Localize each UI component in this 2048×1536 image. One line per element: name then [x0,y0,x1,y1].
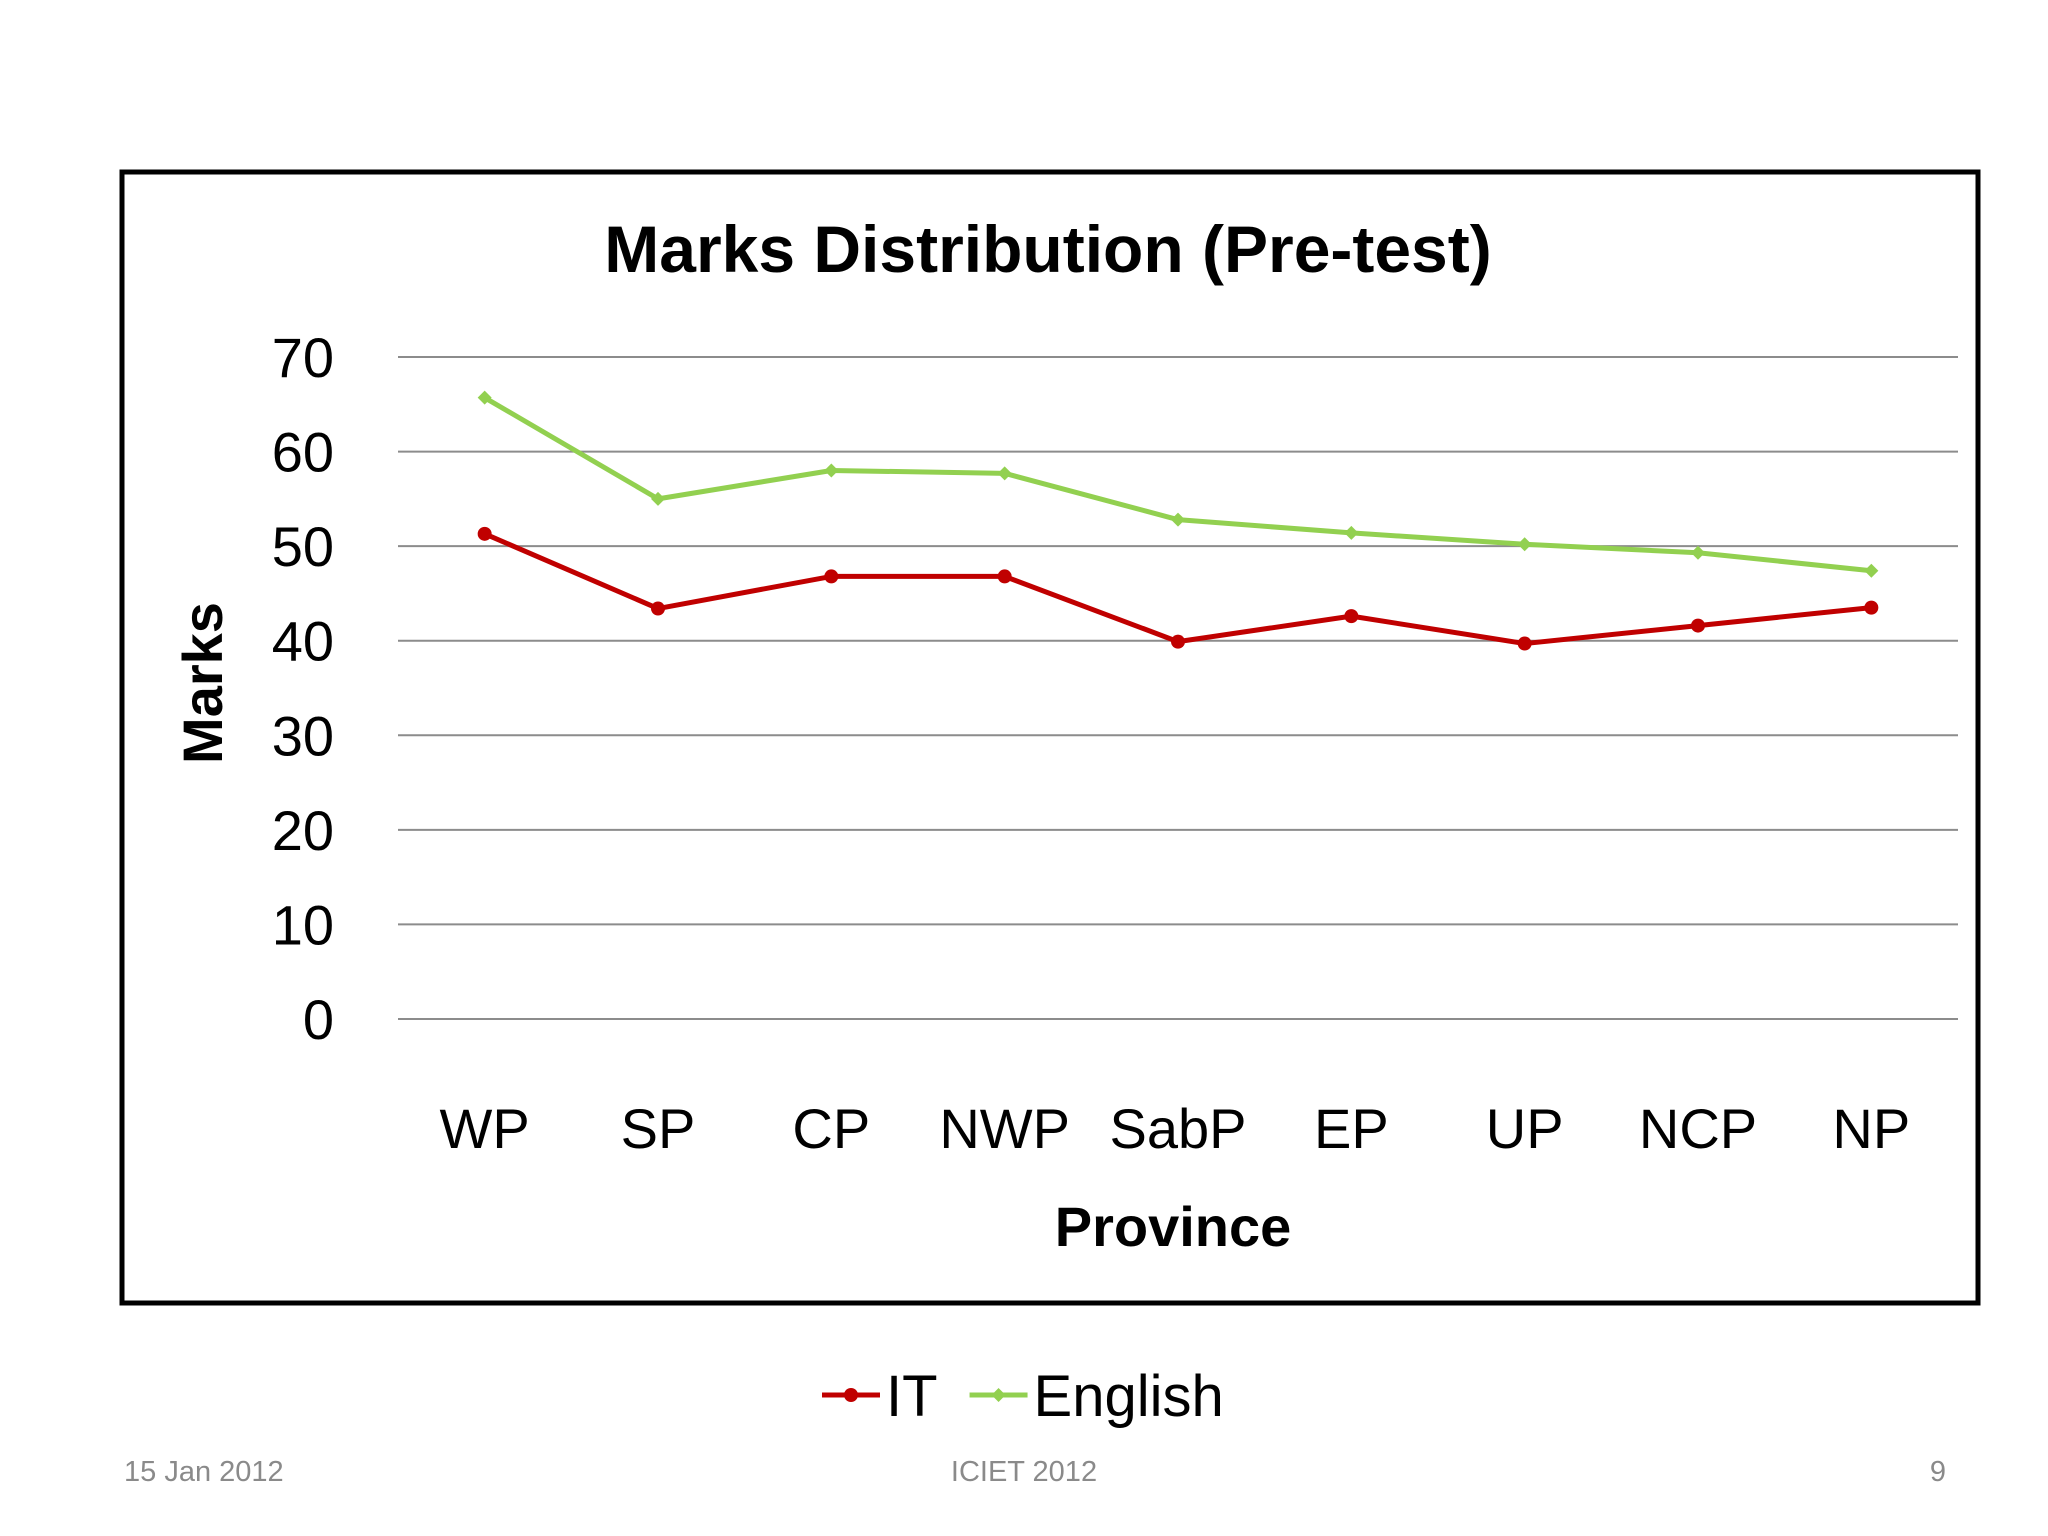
footer-date: 15 Jan 2012 [124,1456,284,1488]
legend: IT English [822,1364,1224,1429]
x-tick-label: EP [1314,1097,1389,1160]
y-tick-label: 30 [272,704,334,767]
chart-frame [119,169,1981,1306]
x-axis-label: Province [1055,1195,1292,1258]
legend-label: IT [886,1364,938,1429]
footer-event: ICIET 2012 [950,1456,1098,1488]
data-point [651,491,665,506]
x-axis-ticks: WP SP CP NWP SabP EP UP NCP NP [440,1097,1911,1160]
data-point [651,601,665,616]
y-axis-label: Marks [171,602,234,764]
legend-label: English [1034,1364,1224,1429]
data-point [997,466,1012,481]
y-tick-label: 70 [272,326,334,389]
x-tick-label: NP [1832,1097,1910,1160]
y-tick-label: 50 [272,515,334,578]
legend-item: IT [822,1364,938,1429]
y-tick-label: 10 [272,893,334,956]
x-tick-label: UP [1486,1097,1564,1160]
series-it [477,526,1879,651]
data-point [1864,563,1879,578]
legend-marker [991,1388,1006,1402]
chart-title: Marks Distribution (Pre-test) [604,212,1491,286]
x-tick-label: SP [621,1097,696,1160]
series-english [477,390,1879,578]
data-point [477,526,492,541]
series-layer [477,390,1879,651]
y-axis-ticks: 0 10 20 30 40 50 60 70 [272,326,334,1051]
y-tick-label: 60 [272,421,334,484]
data-point [1171,634,1185,649]
x-tick-label: NCP [1639,1097,1757,1160]
x-tick-label: NWP [939,1097,1070,1160]
y-tick-label: 40 [272,610,334,673]
data-point [997,569,1012,584]
legend-item: English [969,1364,1224,1429]
y-tick-label: 0 [303,988,334,1051]
legend-marker [844,1388,858,1402]
data-point [824,569,839,584]
data-point [1517,537,1532,552]
data-point [824,463,839,478]
data-point [1344,525,1359,540]
y-tick-label: 20 [272,799,334,862]
data-point [1691,618,1705,633]
page-number: 9 [1929,1456,1946,1488]
data-point [1171,512,1185,527]
data-point [1691,545,1705,560]
x-tick-label: SabP [1110,1097,1247,1160]
data-point [477,390,492,405]
data-point [1517,636,1532,651]
data-point [1864,600,1879,615]
x-tick-label: CP [792,1097,870,1160]
x-tick-label: WP [440,1097,530,1160]
data-point [1344,609,1359,624]
